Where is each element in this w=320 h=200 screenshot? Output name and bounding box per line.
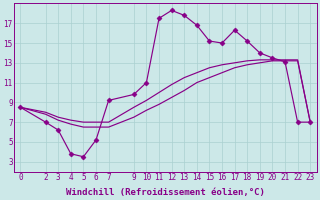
X-axis label: Windchill (Refroidissement éolien,°C): Windchill (Refroidissement éolien,°C)	[66, 188, 265, 197]
